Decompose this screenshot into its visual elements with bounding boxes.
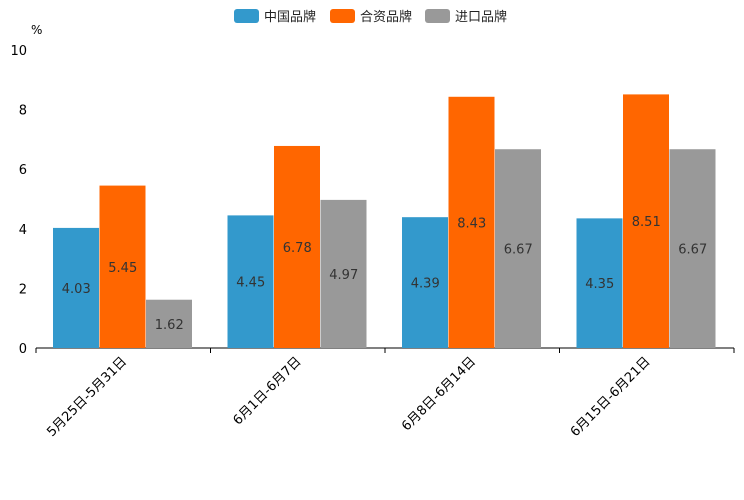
data-label: 1.62: [155, 318, 184, 333]
bar-合资品牌: [99, 185, 146, 348]
data-label: 6.67: [504, 243, 533, 258]
legend-label: 合资品牌: [360, 9, 412, 25]
data-label: 8.51: [632, 215, 661, 230]
y-tick-label: 4: [19, 223, 27, 238]
data-label: 4.39: [411, 277, 440, 292]
legend-label: 进口品牌: [455, 9, 507, 25]
x-category-label: 6月15日-6月21日: [568, 354, 654, 440]
y-tick-label: 10: [10, 44, 27, 59]
bar-中国品牌: [53, 227, 99, 348]
bar-进口品牌: [146, 299, 192, 348]
data-label: 5.45: [108, 261, 137, 276]
legend-swatch: [234, 9, 259, 23]
bar-中国品牌: [576, 218, 623, 348]
legend-swatch: [330, 9, 355, 23]
legend-label: 中国品牌: [264, 9, 316, 25]
bar-进口品牌: [495, 149, 541, 348]
bar-合资品牌: [448, 96, 495, 348]
y-axis-unit-label: %: [31, 23, 42, 37]
bar-合资品牌: [623, 94, 669, 348]
data-label: 6.78: [283, 241, 312, 256]
x-category-label: 6月8日-6月14日: [399, 354, 479, 434]
y-tick-label: 0: [19, 342, 27, 357]
data-label: 6.67: [678, 243, 707, 258]
data-label: 8.43: [457, 216, 486, 231]
data-label: 4.97: [329, 268, 358, 283]
x-category-label: 5月25日-5月31日: [44, 354, 130, 440]
bar-中国品牌: [402, 217, 448, 348]
bar-进口品牌: [320, 199, 367, 348]
x-category-label: 6月1日-6月7日: [230, 354, 304, 428]
bar-进口品牌: [669, 149, 716, 348]
y-tick-label: 6: [19, 163, 27, 178]
data-label: 4.35: [585, 277, 614, 292]
y-tick-label: 8: [19, 104, 27, 119]
bar-合资品牌: [274, 145, 320, 348]
bar-中国品牌: [227, 215, 274, 348]
legend-swatch: [425, 9, 450, 23]
data-label: 4.03: [62, 282, 91, 297]
data-label: 4.45: [236, 276, 265, 291]
y-tick-label: 2: [19, 282, 27, 297]
